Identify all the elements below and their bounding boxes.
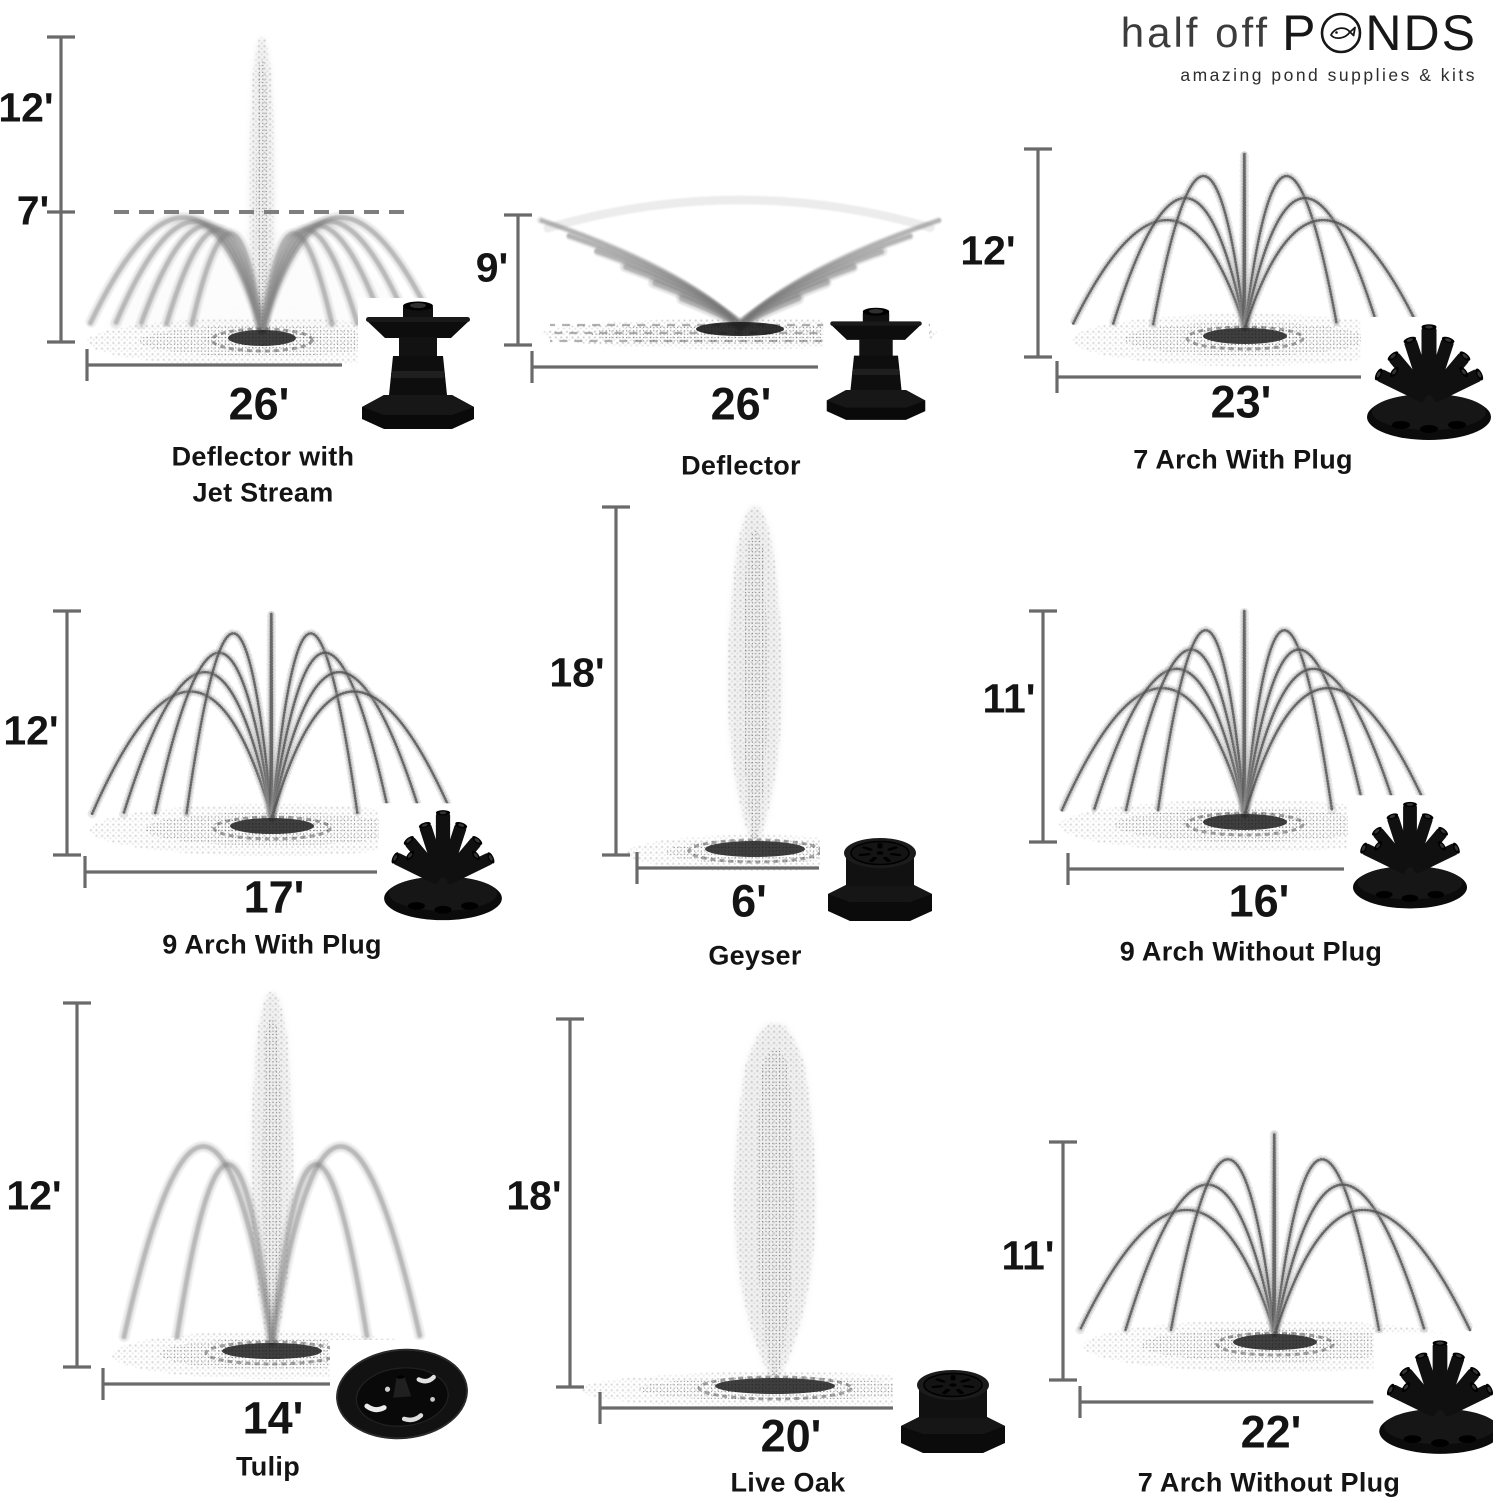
logo-title: half off P NDS (1121, 4, 1477, 62)
dimensions-deflector-with-jet-stream (47, 35, 410, 381)
width-label: 26' (228, 378, 290, 430)
height-label: 12' (6, 1172, 62, 1219)
logo-tagline: amazing pond supplies & kits (1180, 65, 1477, 85)
fish-icon (1321, 12, 1362, 54)
height-label-secondary: 7' (16, 187, 50, 234)
spray-7-arch-without-plug (1075, 1129, 1475, 1372)
fountain-name: Deflector with (171, 441, 355, 472)
dimensions-tulip (63, 1001, 332, 1400)
nozzle-photo-slotted-disc (330, 1340, 474, 1448)
fountain-name: Geyser (708, 940, 802, 971)
spray-live-oak (580, 1023, 970, 1408)
nozzle-photo-arch-cluster (1373, 1333, 1493, 1461)
height-label: 12' (0, 84, 54, 131)
width-label: 16' (1228, 875, 1290, 927)
dimensions-7-arch-with-plug (1024, 147, 1362, 393)
nozzle-photo-arch-cluster (1361, 317, 1493, 447)
spray-9-arch-with-plug (87, 609, 457, 856)
width-label: 14' (242, 1392, 304, 1444)
dimensions-9-arch-without-plug (1029, 609, 1344, 885)
spray-7-arch-with-plug (1068, 149, 1422, 366)
nozzle-photo-deflector (823, 304, 929, 434)
fountain-name: 7 Arch With Plug (1133, 444, 1353, 475)
fountain-name: 7 Arch Without Plug (1137, 1467, 1401, 1498)
width-label: 17' (243, 871, 305, 923)
fountain-name: 9 Arch Without Plug (1119, 936, 1383, 967)
height-label: 12' (3, 707, 59, 754)
logo-ponds-p: P (1282, 5, 1318, 61)
fountain-name: Jet Stream (192, 477, 334, 508)
height-label: 9' (475, 244, 509, 291)
height-label: 12' (960, 227, 1016, 274)
dimensions-7-arch-without-plug (1049, 1140, 1374, 1418)
logo-ponds: P NDS (1282, 4, 1477, 62)
spray-9-arch-without-plug (1057, 606, 1433, 852)
width-label: 22' (1240, 1406, 1302, 1458)
spray-deflector-with-jet-stream (84, 37, 440, 366)
width-label: 6' (731, 875, 767, 927)
width-label: 26' (710, 378, 772, 430)
fountain-name: Tulip (236, 1451, 300, 1482)
nozzle-photo-arch-cluster (378, 803, 508, 927)
dimensions-deflector (504, 213, 818, 383)
height-label: 11' (1001, 1232, 1055, 1279)
spray-tulip (112, 992, 432, 1379)
nozzle-photo-slotted-cap (893, 1356, 1013, 1466)
dimensions-live-oak (556, 1017, 895, 1424)
width-label: 20' (760, 1410, 822, 1462)
height-label: 11' (982, 675, 1036, 722)
dimensions-9-arch-with-plug (53, 609, 377, 888)
width-label: 23' (1210, 376, 1272, 428)
spray-geyser (627, 506, 883, 871)
logo-ponds-rest: NDS (1365, 5, 1477, 61)
nozzle-photo-deflector (358, 298, 478, 444)
height-label: 18' (549, 649, 605, 696)
nozzle-photo-slotted-cap (820, 824, 940, 934)
logo-half-off: half off (1120, 9, 1271, 56)
fountain-name: 9 Arch With Plug (162, 929, 382, 960)
nozzle-photo-arch-cluster (1347, 795, 1473, 915)
dimensions-geyser (602, 505, 819, 884)
height-label: 18' (506, 1172, 562, 1219)
fountain-name: Deflector (681, 450, 801, 481)
fountain-name: Live Oak (730, 1467, 846, 1498)
brand-logo: half off P NDS amazing pond supplies & k… (1121, 4, 1477, 86)
